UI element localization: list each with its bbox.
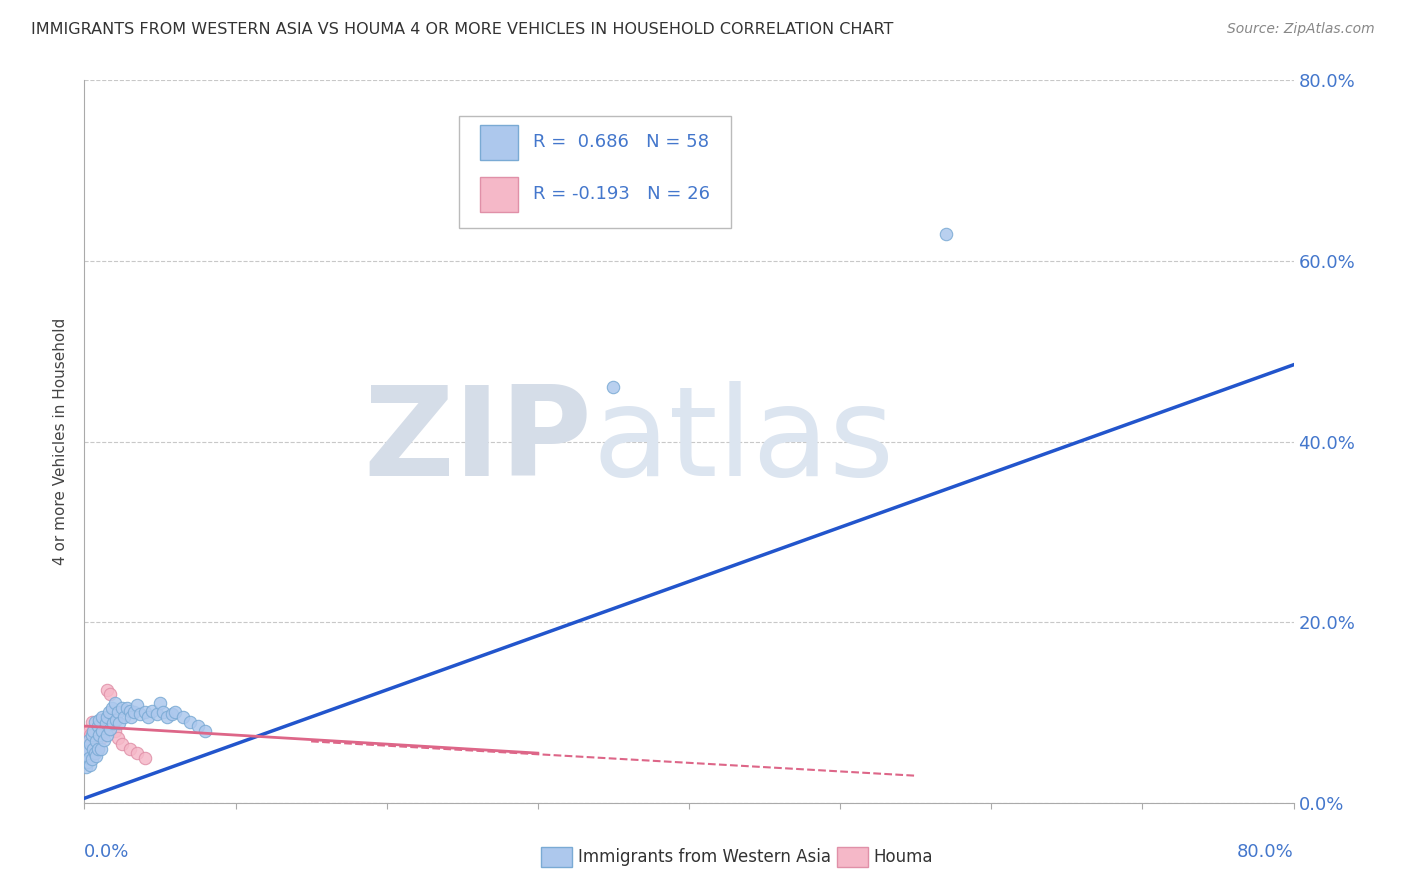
Point	[91, 710, 114, 724]
Y-axis label: 4 or more Vehicles in Household: 4 or more Vehicles in Household	[53, 318, 69, 566]
Point	[149, 697, 172, 711]
Point	[172, 710, 194, 724]
Point	[141, 704, 163, 718]
Point	[115, 701, 138, 715]
Point	[134, 750, 156, 764]
Point	[96, 710, 118, 724]
Point	[107, 731, 129, 745]
Point	[75, 760, 97, 774]
Point	[111, 701, 134, 715]
Text: Houma: Houma	[873, 848, 932, 866]
Text: R = -0.193   N = 26: R = -0.193 N = 26	[533, 186, 710, 203]
Point	[98, 722, 121, 736]
Point	[77, 732, 100, 747]
Point	[156, 710, 179, 724]
Point	[107, 706, 129, 720]
Point	[80, 728, 103, 742]
Point	[129, 707, 152, 722]
Point	[111, 737, 134, 751]
Point	[90, 741, 112, 756]
Point	[136, 710, 159, 724]
Text: ZIP: ZIP	[364, 381, 592, 502]
Point	[76, 755, 98, 769]
Point	[152, 706, 174, 720]
Point	[82, 741, 104, 756]
Point	[120, 710, 142, 724]
Point	[75, 732, 97, 747]
Point	[82, 723, 104, 738]
Point	[87, 719, 110, 733]
Point	[80, 714, 103, 729]
Point	[93, 725, 115, 739]
Point	[91, 713, 114, 727]
Point	[94, 716, 117, 731]
Point	[84, 714, 107, 729]
Point	[105, 713, 128, 727]
Point	[84, 737, 107, 751]
Point	[96, 682, 118, 697]
Text: 80.0%: 80.0%	[1237, 843, 1294, 861]
Point	[935, 227, 957, 241]
Point	[75, 746, 97, 760]
Point	[100, 701, 122, 715]
Point	[90, 731, 112, 745]
Point	[80, 752, 103, 766]
Point	[112, 710, 135, 724]
Text: R =  0.686   N = 58: R = 0.686 N = 58	[533, 134, 709, 152]
Point	[86, 725, 108, 739]
Point	[87, 741, 110, 756]
Point	[96, 728, 118, 742]
Point	[75, 746, 97, 760]
Point	[87, 741, 110, 756]
Point	[89, 713, 111, 727]
Point	[122, 706, 145, 720]
Point	[79, 728, 101, 742]
Point	[104, 697, 127, 711]
Point	[91, 723, 114, 738]
Point	[97, 706, 120, 720]
Point	[118, 704, 141, 718]
Point	[93, 732, 115, 747]
Point	[84, 746, 107, 760]
Point	[146, 707, 169, 722]
Point	[187, 719, 209, 733]
Point	[160, 707, 183, 722]
Point	[76, 728, 98, 742]
Point	[127, 698, 149, 713]
Point	[79, 737, 101, 751]
Point	[86, 734, 108, 748]
Point	[602, 380, 624, 394]
Point	[101, 716, 124, 731]
Point	[179, 714, 201, 729]
Point	[108, 716, 131, 731]
FancyBboxPatch shape	[479, 178, 519, 211]
Point	[80, 746, 103, 760]
Point	[76, 741, 98, 756]
Point	[134, 706, 156, 720]
Point	[77, 750, 100, 764]
Point	[118, 741, 141, 756]
Text: 0.0%: 0.0%	[84, 843, 129, 861]
Text: Immigrants from Western Asia: Immigrants from Western Asia	[578, 848, 831, 866]
Point	[89, 728, 111, 742]
Text: IMMIGRANTS FROM WESTERN ASIA VS HOUMA 4 OR MORE VEHICLES IN HOUSEHOLD CORRELATIO: IMMIGRANTS FROM WESTERN ASIA VS HOUMA 4 …	[31, 22, 893, 37]
Point	[127, 746, 149, 760]
Point	[194, 723, 217, 738]
Point	[89, 719, 111, 733]
FancyBboxPatch shape	[460, 116, 731, 228]
Point	[165, 706, 187, 720]
Point	[77, 723, 100, 738]
FancyBboxPatch shape	[479, 125, 519, 160]
Point	[77, 750, 100, 764]
Point	[79, 757, 101, 772]
Point	[82, 723, 104, 738]
Text: Source: ZipAtlas.com: Source: ZipAtlas.com	[1227, 22, 1375, 37]
Text: atlas: atlas	[592, 381, 894, 502]
Point	[79, 741, 101, 756]
Point	[86, 748, 108, 763]
Point	[98, 687, 121, 701]
Point	[104, 723, 127, 738]
Point	[76, 741, 98, 756]
